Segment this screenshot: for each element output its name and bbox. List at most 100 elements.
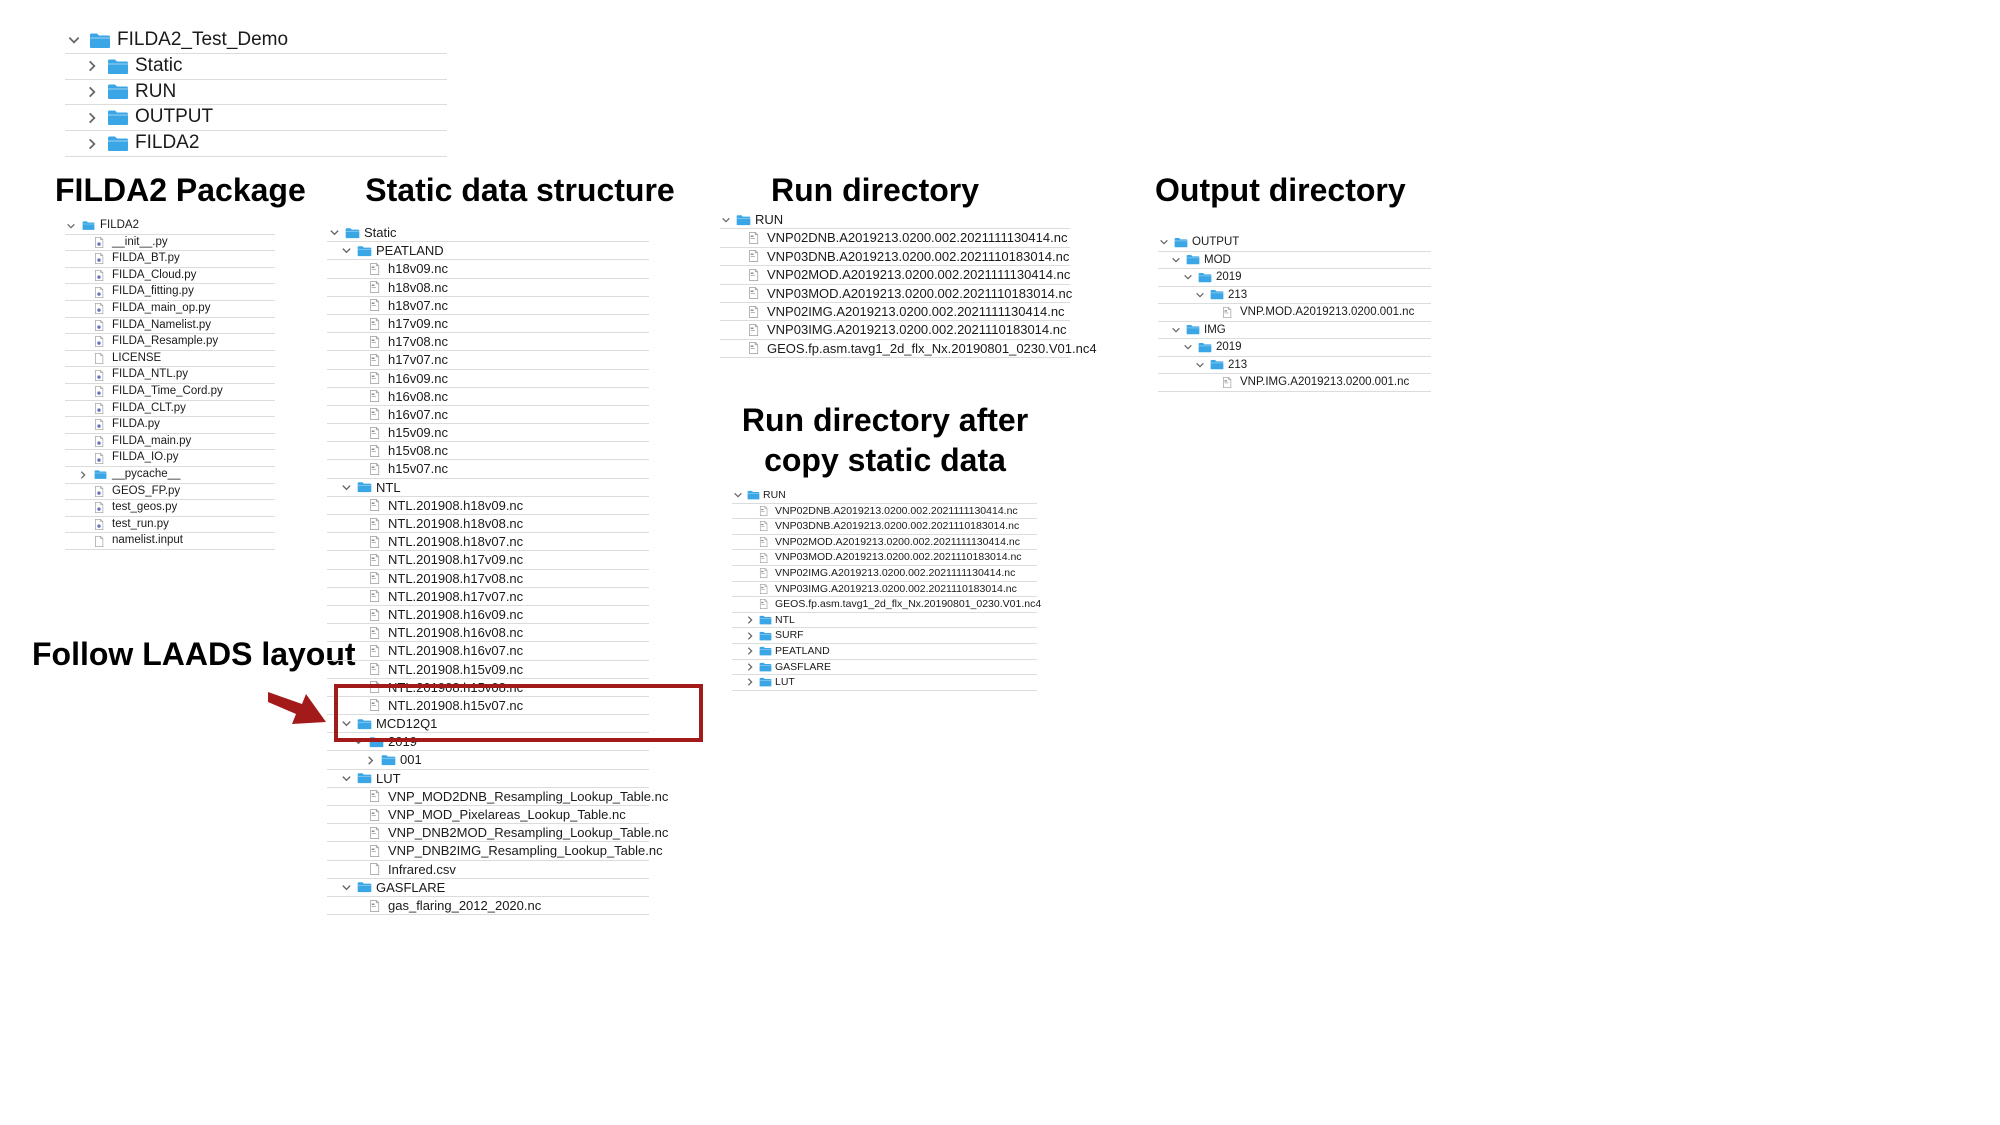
tree-file-row[interactable]: VNP02MOD.A2019213.0200.002.2021111130414… — [720, 266, 1070, 285]
chevron-right-icon[interactable] — [363, 751, 377, 768]
chevron-down-icon[interactable] — [1194, 287, 1206, 304]
tree-file-row[interactable]: h16v07.nc — [327, 406, 649, 425]
tree-file-row[interactable]: FILDA_IO.py — [65, 450, 275, 467]
tree-file-row[interactable]: VNP03IMG.A2019213.0200.002.2021110183014… — [732, 582, 1037, 598]
chevron-down-icon[interactable] — [1170, 252, 1182, 269]
chevron-right-icon[interactable] — [744, 660, 756, 675]
tree-file-row[interactable]: VNP.IMG.A2019213.0200.001.nc — [1158, 374, 1431, 392]
tree-file-row[interactable]: VNP02IMG.A2019213.0200.002.2021111130414… — [732, 566, 1037, 582]
tree-file-row[interactable]: NTL.201908.h18v07.nc — [327, 533, 649, 552]
tree-file-row[interactable]: NTL.201908.h16v07.nc — [327, 642, 649, 661]
tree-file-row[interactable]: __init__.py — [65, 235, 275, 252]
tree-file-row[interactable]: test_run.py — [65, 517, 275, 534]
tree-file-row[interactable]: namelist.input — [65, 533, 275, 550]
chevron-down-icon[interactable] — [720, 211, 732, 228]
tree-file-row[interactable]: FILDA.py — [65, 417, 275, 434]
tree-file-row[interactable]: FILDA_Resample.py — [65, 334, 275, 351]
chevron-down-icon[interactable] — [1182, 339, 1194, 356]
tree-file-row[interactable]: NTL.201908.h18v08.nc — [327, 515, 649, 534]
tree-file-row[interactable]: Infrared.csv — [327, 861, 649, 879]
tree-folder-row[interactable]: MCD12Q1 — [327, 715, 649, 734]
chevron-right-icon[interactable] — [77, 467, 89, 483]
tree-file-row[interactable]: VNP02IMG.A2019213.0200.002.2021111130414… — [720, 303, 1070, 322]
tree-file-row[interactable]: gas_flaring_2012_2020.nc — [327, 897, 649, 916]
tree-folder-row[interactable]: 213 — [1158, 287, 1431, 304]
chevron-right-icon[interactable] — [744, 644, 756, 659]
chevron-right-icon[interactable] — [83, 105, 101, 130]
tree-file-row[interactable]: VNP.MOD.A2019213.0200.001.nc — [1158, 304, 1431, 322]
tree-folder-row[interactable]: OUTPUT — [1158, 234, 1431, 252]
tree-file-row[interactable]: VNP03MOD.A2019213.0200.002.2021110183014… — [732, 550, 1037, 566]
tree-folder-row[interactable]: SURF — [732, 628, 1037, 644]
tree-file-row[interactable]: VNP03DNB.A2019213.0200.002.2021110183014… — [720, 248, 1070, 267]
tree-folder-row[interactable]: 2019 — [1158, 269, 1431, 287]
tree-file-row[interactable]: VNP_DNB2IMG_Resampling_Lookup_Table.nc — [327, 842, 663, 861]
tree-file-row[interactable]: h16v08.nc — [327, 388, 649, 406]
tree-file-row[interactable]: h15v09.nc — [327, 424, 649, 443]
tree-file-row[interactable]: FILDA_Cloud.py — [65, 268, 275, 285]
tree-file-row[interactable]: test_geos.py — [65, 500, 275, 517]
tree-folder-row[interactable]: __pycache__ — [65, 467, 275, 484]
chevron-down-icon[interactable] — [339, 479, 353, 496]
tree-file-row[interactable]: FILDA_main.py — [65, 434, 275, 451]
tree-file-row[interactable]: GEOS.fp.asm.tavg1_2d_flx_Nx.20190801_023… — [732, 597, 1041, 613]
tree-file-row[interactable]: VNP_MOD_Pixelareas_Lookup_Table.nc — [327, 806, 649, 825]
tree-file-row[interactable]: VNP02MOD.A2019213.0200.002.2021111130414… — [732, 535, 1037, 551]
chevron-right-icon[interactable] — [744, 613, 756, 628]
chevron-down-icon[interactable] — [339, 879, 353, 896]
tree-file-row[interactable]: VNP02DNB.A2019213.0200.002.2021111130414… — [720, 229, 1070, 248]
tree-folder-row[interactable]: LUT — [327, 770, 649, 788]
tree-folder-row[interactable]: NTL — [732, 613, 1037, 629]
chevron-down-icon[interactable] — [65, 218, 77, 234]
tree-folder-row[interactable]: GASFLARE — [732, 660, 1037, 676]
tree-file-row[interactable]: NTL.201908.h18v09.nc — [327, 497, 649, 515]
tree-file-row[interactable]: NTL.201908.h16v08.nc — [327, 624, 649, 643]
chevron-down-icon[interactable] — [1182, 269, 1194, 286]
chevron-down-icon[interactable] — [327, 224, 341, 241]
tree-folder-row[interactable]: Static — [327, 224, 649, 243]
tree-folder-row[interactable]: LUT — [732, 675, 1037, 691]
tree-folder-row[interactable]: RUN — [720, 211, 1070, 230]
chevron-right-icon[interactable] — [83, 131, 101, 156]
tree-file-row[interactable]: NTL.201908.h17v08.nc — [327, 570, 649, 588]
tree-file-row[interactable]: NTL.201908.h17v09.nc — [327, 551, 649, 570]
tree-file-row[interactable]: NTL.201908.h16v09.nc — [327, 606, 649, 625]
chevron-down-icon[interactable] — [732, 488, 744, 503]
tree-file-row[interactable]: NTL.201908.h15v09.nc — [327, 661, 649, 679]
tree-folder-row[interactable]: RUN — [732, 488, 1037, 504]
chevron-right-icon[interactable] — [744, 628, 756, 643]
tree-file-row[interactable]: FILDA_CLT.py — [65, 401, 275, 418]
tree-file-row[interactable]: FILDA_fitting.py — [65, 284, 275, 301]
tree-file-row[interactable]: h15v07.nc — [327, 460, 649, 479]
tree-file-row[interactable]: h17v07.nc — [327, 351, 649, 370]
tree-file-row[interactable]: h18v08.nc — [327, 279, 649, 297]
tree-folder-row[interactable]: MOD — [1158, 252, 1431, 269]
tree-file-row[interactable]: NTL.201908.h15v07.nc — [327, 697, 649, 716]
chevron-down-icon[interactable] — [65, 28, 83, 53]
chevron-down-icon[interactable] — [339, 770, 353, 787]
tree-file-row[interactable]: h15v08.nc — [327, 442, 649, 461]
tree-file-row[interactable]: h18v09.nc — [327, 260, 649, 279]
tree-folder-row[interactable]: GASFLARE — [327, 879, 649, 897]
tree-file-row[interactable]: NTL.201908.h17v07.nc — [327, 588, 649, 606]
chevron-down-icon[interactable] — [339, 715, 353, 732]
chevron-down-icon[interactable] — [1170, 322, 1182, 339]
tree-file-row[interactable]: LICENSE — [65, 351, 275, 368]
tree-folder-row[interactable]: 2019 — [1158, 339, 1431, 357]
tree-file-row[interactable]: h17v09.nc — [327, 315, 649, 334]
tree-folder-row[interactable]: FILDA2_Test_Demo — [65, 28, 447, 54]
tree-file-row[interactable]: GEOS.fp.asm.tavg1_2d_flx_Nx.20190801_023… — [720, 340, 1097, 359]
tree-folder-row[interactable]: 001 — [327, 751, 649, 770]
tree-file-row[interactable]: FILDA_BT.py — [65, 251, 275, 268]
tree-folder-row[interactable]: 213 — [1158, 357, 1431, 374]
tree-file-row[interactable]: FILDA_NTL.py — [65, 367, 275, 384]
tree-file-row[interactable]: GEOS_FP.py — [65, 484, 275, 501]
tree-folder-row[interactable]: IMG — [1158, 322, 1431, 339]
tree-folder-row[interactable]: PEATLAND — [732, 644, 1037, 660]
tree-file-row[interactable]: VNP_DNB2MOD_Resampling_Lookup_Table.nc — [327, 824, 668, 843]
tree-folder-row[interactable]: OUTPUT — [65, 105, 447, 132]
tree-file-row[interactable]: h18v07.nc — [327, 297, 649, 315]
chevron-right-icon[interactable] — [83, 80, 101, 105]
tree-file-row[interactable]: VNP02DNB.A2019213.0200.002.2021111130414… — [732, 504, 1037, 520]
tree-file-row[interactable]: VNP03MOD.A2019213.0200.002.2021110183014… — [720, 285, 1072, 303]
